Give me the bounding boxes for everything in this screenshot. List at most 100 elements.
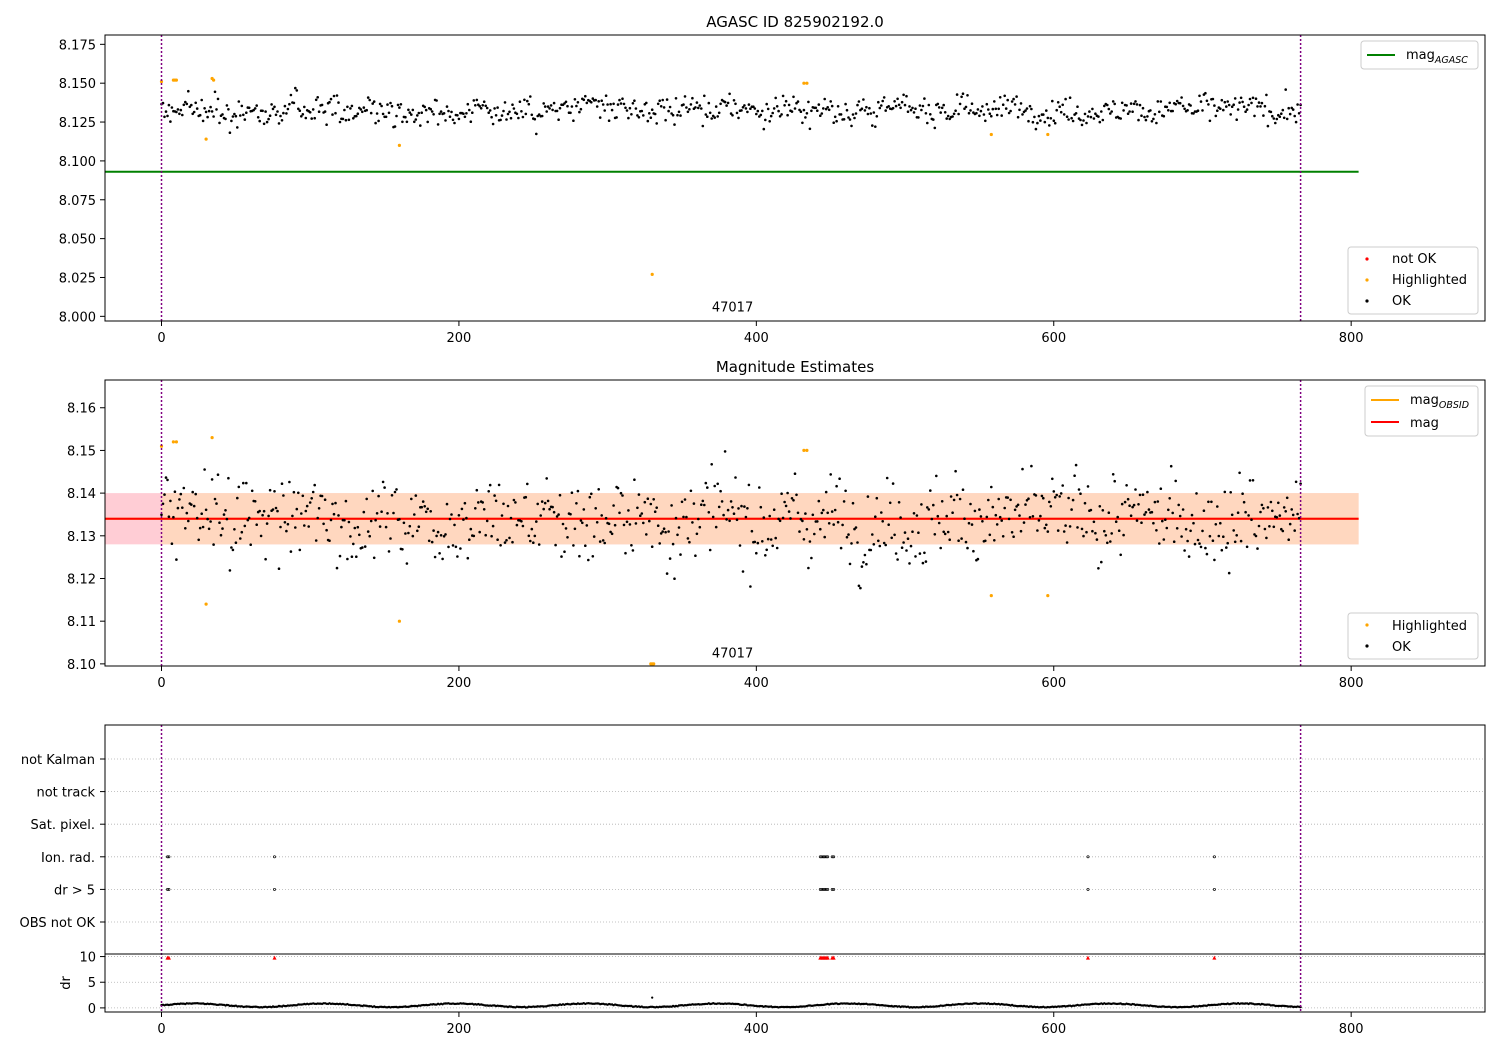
ok-point <box>1019 529 1023 533</box>
ok-point <box>447 109 450 113</box>
ok-point <box>456 114 459 117</box>
ok-point <box>668 557 672 560</box>
ok-point <box>662 527 666 530</box>
ok-point <box>995 113 999 117</box>
legend-box <box>1347 246 1479 315</box>
ok-point <box>1223 100 1227 104</box>
ok-point <box>939 546 942 550</box>
ok-point <box>1024 503 1027 506</box>
ok-point <box>616 103 620 106</box>
ok-point <box>355 555 358 558</box>
ok-point <box>292 490 296 494</box>
ok-point <box>1074 463 1078 467</box>
ok-point <box>1177 503 1180 507</box>
ok-point <box>334 111 337 115</box>
flag-category-label: Sat. pixel. <box>31 818 95 833</box>
ok-point <box>737 507 740 510</box>
ok-point <box>490 115 493 119</box>
ok-point <box>826 511 829 515</box>
ok-point <box>844 102 847 106</box>
ok-point <box>265 522 269 525</box>
ok-point <box>1181 508 1185 511</box>
ok-point <box>209 105 212 109</box>
ok-point <box>1162 538 1166 541</box>
ok-point <box>1094 531 1097 535</box>
ok-point <box>929 113 932 116</box>
ok-point <box>438 552 441 555</box>
ok-point <box>344 118 348 122</box>
ok-point <box>1281 108 1285 112</box>
ok-point <box>850 124 853 128</box>
ok-point <box>900 546 904 549</box>
ok-point <box>835 119 838 123</box>
ok-point <box>609 530 612 534</box>
ok-point <box>1265 536 1268 540</box>
ok-point <box>710 463 713 466</box>
ok-point <box>463 115 467 119</box>
ok-point <box>917 531 920 534</box>
ok-point <box>554 543 557 547</box>
ok-point <box>918 552 922 555</box>
ok-point <box>1031 515 1035 518</box>
ok-point <box>930 517 934 521</box>
ok-point <box>182 103 186 107</box>
ok-point <box>466 102 470 106</box>
ok-point <box>1039 119 1042 122</box>
ok-point <box>964 105 968 109</box>
highlighted-point <box>652 662 656 666</box>
ok-point <box>924 112 928 115</box>
ok-point <box>601 539 605 542</box>
ok-point <box>405 120 409 124</box>
ok-point <box>805 528 809 531</box>
ok-point <box>604 516 608 520</box>
ok-point <box>841 523 844 527</box>
ok-point <box>802 108 806 112</box>
ok-point <box>457 514 461 517</box>
ok-point <box>453 121 456 125</box>
ok-point <box>298 109 302 112</box>
ok-point <box>616 486 620 490</box>
ok-point <box>384 525 388 529</box>
ok-point <box>454 545 458 549</box>
legend-marker-highlighted <box>1365 623 1369 627</box>
ok-point <box>839 113 843 116</box>
ok-point <box>304 509 308 513</box>
ok-point <box>998 96 1002 99</box>
ok-point <box>585 101 589 105</box>
ok-point <box>194 492 197 496</box>
ok-point <box>448 517 452 521</box>
ok-point <box>1281 529 1285 533</box>
ok-point <box>421 500 425 503</box>
ok-point <box>937 521 941 525</box>
highlighted-point <box>159 444 164 448</box>
ok-point <box>827 108 831 112</box>
ok-point <box>270 103 273 106</box>
ok-point <box>1180 535 1183 538</box>
ok-point <box>915 514 919 517</box>
ok-point <box>1219 107 1222 110</box>
ok-point <box>860 565 864 568</box>
ok-point <box>759 505 763 509</box>
ok-point <box>1031 120 1035 124</box>
ok-point <box>946 114 950 118</box>
ok-point <box>1079 118 1082 122</box>
ok-point <box>1137 503 1140 506</box>
ok-point <box>481 104 485 107</box>
ok-point <box>682 103 685 106</box>
ok-point <box>346 557 349 561</box>
ok-point <box>540 114 544 118</box>
ok-point <box>239 114 242 117</box>
ok-point <box>902 93 905 97</box>
ok-point <box>884 543 887 547</box>
ok-point <box>184 100 187 104</box>
ok-point <box>759 113 763 117</box>
ok-point <box>936 102 940 106</box>
ok-point <box>502 109 505 113</box>
ok-point <box>976 108 980 111</box>
ok-point <box>650 545 654 548</box>
ok-point <box>1132 102 1136 106</box>
ok-point <box>340 525 343 529</box>
ok-point <box>279 114 282 118</box>
ok-point <box>303 524 306 527</box>
ok-point <box>291 514 294 518</box>
